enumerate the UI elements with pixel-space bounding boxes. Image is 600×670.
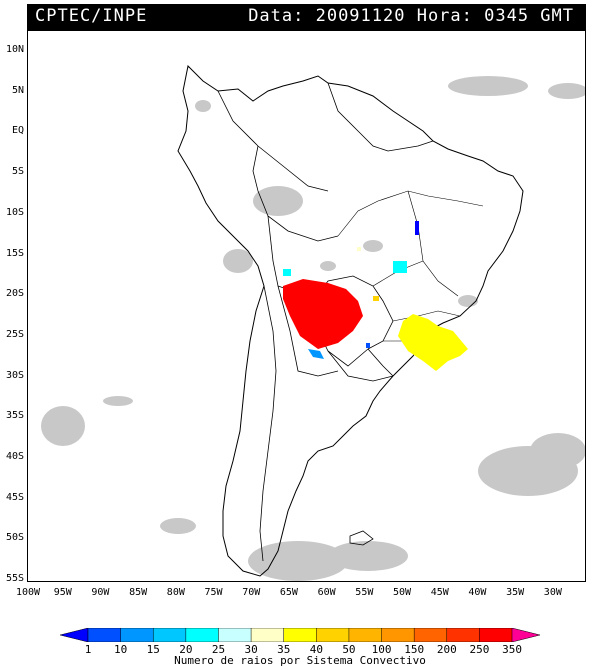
colorbar-tick-label: 100 (371, 643, 392, 656)
colorbar-segment (120, 628, 154, 642)
colorbar-segment (381, 628, 415, 642)
colorbar-tick-label: 350 (502, 643, 522, 656)
colorbar-tick-label: 35 (277, 643, 291, 656)
colorbar-tick-label: 10 (114, 643, 128, 656)
colorbar-title: Numero de raios por Sistema Convectivo (174, 654, 426, 667)
longitude-label: 80W (166, 587, 185, 598)
longitude-label: 65W (279, 587, 298, 598)
colorbar (60, 628, 540, 642)
colorbar-segment (87, 628, 122, 642)
longitude-label: 30W (543, 587, 562, 598)
colorbar-tick-label: 20 (179, 643, 193, 656)
longitude-label: 100W (16, 587, 41, 598)
colorbar-tick-label: 1 (84, 643, 92, 656)
latitude-label: 15S (5, 247, 24, 259)
latitude-label: 30S (5, 369, 24, 381)
latitude-label: EQ (11, 125, 24, 137)
longitude-label: 45W (430, 587, 449, 598)
colorbar-tick-label: 250 (469, 643, 490, 656)
longitude-label: 55W (355, 587, 374, 598)
colorbar-tick-label: 150 (404, 643, 425, 656)
colorbar-tick-label: 25 (211, 643, 226, 656)
latitude-label: 10N (5, 44, 24, 55)
longitude-label: 40W (468, 587, 487, 598)
longitude-label: 70W (242, 587, 261, 598)
map-frame (27, 30, 586, 582)
colorbar-segment (479, 628, 513, 642)
latitude-label: 5S (11, 166, 24, 178)
colorbar-tick-label: 200 (436, 643, 457, 656)
colorbar-segment (348, 628, 383, 642)
falklands-outline (349, 530, 374, 546)
longitude-label: 60W (317, 587, 336, 598)
map-header: CPTEC/INPE Data: 20091120 Hora: 0345 GMT (27, 4, 586, 30)
colorbar-tick-label: 50 (342, 643, 356, 656)
datetime-label: Data: 20091120 Hora: 0345 GMT (248, 6, 574, 26)
longitude-label: 35W (506, 587, 525, 598)
colorbar-segment (152, 628, 187, 642)
longitude-label: 85W (129, 587, 148, 598)
colorbar-segment (218, 628, 252, 642)
colorbar-segment (316, 628, 350, 642)
longitude-label: 50W (393, 587, 412, 598)
colorbar-segment (185, 628, 220, 642)
colorbar-tick-label: 40 (309, 643, 323, 656)
colorbar-segment (446, 628, 481, 642)
latitude-label: 50S (5, 532, 24, 544)
longitude-label: 90W (91, 587, 110, 598)
colorbar-segment (413, 628, 448, 642)
convective-systems (283, 221, 468, 371)
colorbar-segment (283, 628, 318, 642)
latitude-label: 35S (5, 410, 24, 422)
colorbar-segment (250, 628, 285, 642)
latitude-label: 10S (5, 206, 24, 218)
latitude-label: 55S (5, 573, 24, 585)
longitude-label: 75W (204, 587, 223, 598)
latitude-label: 40S (5, 451, 24, 462)
colorbar-tick-label: 30 (244, 643, 258, 656)
latitude-label: 45S (5, 491, 24, 503)
latitude-label: 25S (5, 328, 24, 340)
cloud-patches (41, 76, 585, 581)
latitude-label: 5N (11, 84, 24, 96)
source-label: CPTEC/INPE (35, 6, 148, 26)
longitude-label: 95W (53, 587, 72, 598)
country-borders (217, 82, 434, 562)
south-america-outline (177, 64, 524, 577)
map-svg (41, 64, 585, 581)
colorbar-segment (60, 628, 89, 642)
latitude-label: 20S (5, 288, 24, 300)
colorbar-segment (511, 628, 540, 642)
colorbar-tick-label: 15 (146, 643, 160, 656)
